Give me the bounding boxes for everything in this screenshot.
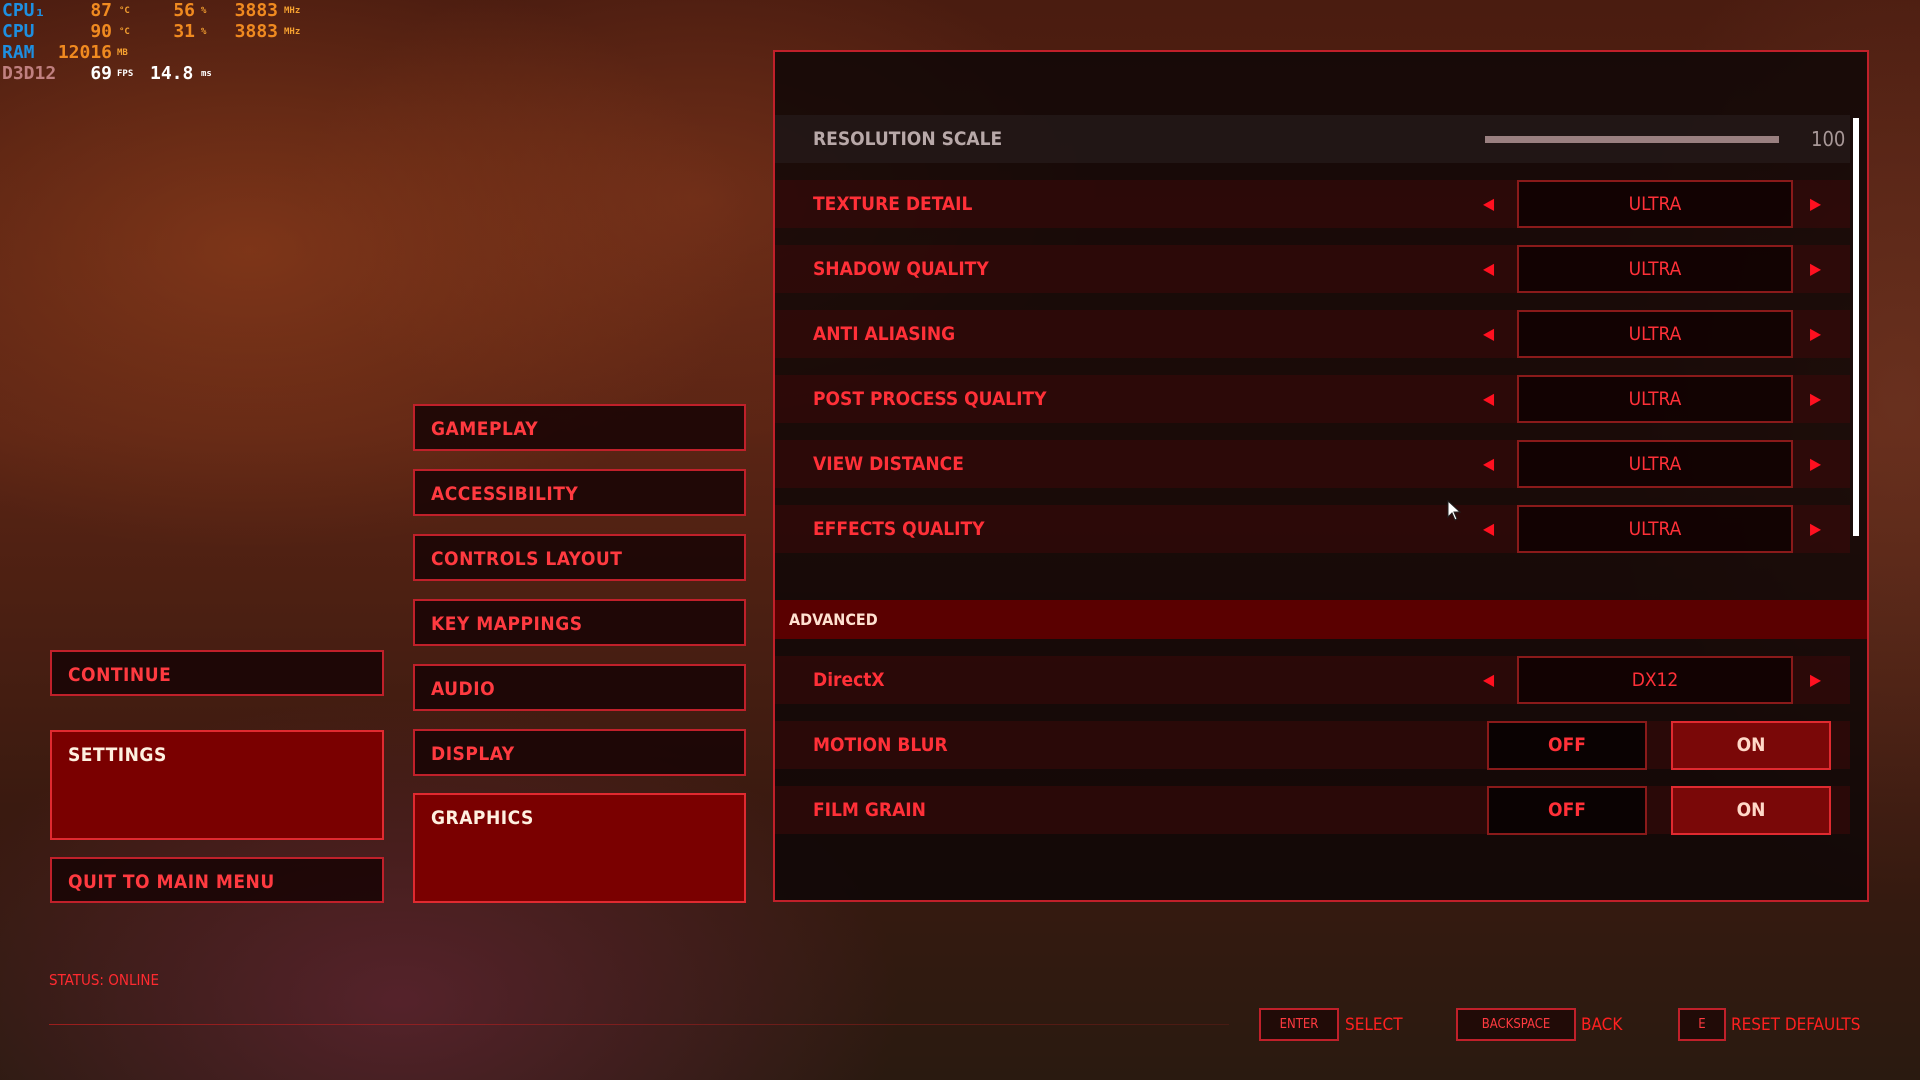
unit: MB <box>117 48 128 58</box>
cpu2-label: CPU <box>2 21 35 42</box>
select-hint[interactable]: SELECT <box>1345 1015 1403 1035</box>
texture-detail-label: TEXTURE DETAIL <box>813 193 973 215</box>
arrow-left-icon[interactable]: ◀ <box>1483 389 1495 408</box>
api-label: D3D12 <box>2 63 57 84</box>
enter-key-button[interactable]: ENTER <box>1259 1008 1339 1041</box>
quit-to-main-menu-button[interactable]: QUIT TO MAIN MENU <box>50 857 384 903</box>
frametime-value: 14.8 <box>150 63 194 84</box>
film-grain-label: FILM GRAIN <box>813 799 926 821</box>
advanced-section-header: ADVANCED <box>775 600 1867 639</box>
anti-aliasing-value[interactable]: ULTRA <box>1517 310 1793 358</box>
post-process-quality-row: POST PROCESS QUALITY ◀ ULTRA ▶ <box>775 375 1850 423</box>
resolution-scale-slider[interactable] <box>1485 136 1779 143</box>
unit: MHz <box>284 6 301 16</box>
view-distance-label: VIEW DISTANCE <box>813 453 964 475</box>
tab-gameplay[interactable]: GAMEPLAY <box>413 404 746 451</box>
view-distance-value[interactable]: ULTRA <box>1517 440 1793 488</box>
e-key-button[interactable]: E <box>1678 1008 1726 1041</box>
arrow-left-icon[interactable]: ◀ <box>1483 259 1495 278</box>
arrow-right-icon[interactable]: ▶ <box>1810 324 1822 343</box>
tab-accessibility[interactable]: ACCESSIBILITY <box>413 469 746 516</box>
arrow-right-icon[interactable]: ▶ <box>1810 259 1822 278</box>
arrow-left-icon[interactable]: ◀ <box>1483 194 1495 213</box>
directx-label: DirectX <box>813 669 885 691</box>
fps-value: 69 <box>90 63 112 84</box>
backspace-key-button[interactable]: BACKSPACE <box>1456 1008 1576 1041</box>
arrow-left-icon[interactable]: ◀ <box>1483 454 1495 473</box>
effects-quality-row: EFFECTS QUALITY ◀ ULTRA ▶ <box>775 505 1850 553</box>
film-grain-row: FILM GRAIN OFF ON <box>775 786 1850 835</box>
effects-quality-value[interactable]: ULTRA <box>1517 505 1793 553</box>
film-grain-off-button[interactable]: OFF <box>1487 786 1647 835</box>
cpu2-temp: 90 <box>90 21 112 42</box>
unit: ms <box>201 69 212 79</box>
resolution-scale-label: RESOLUTION SCALE <box>813 128 1003 150</box>
settings-button[interactable]: SETTINGS <box>50 730 384 840</box>
motion-blur-label: MOTION BLUR <box>813 734 948 756</box>
cpu2-clock: 3883 <box>234 21 278 42</box>
film-grain-on-button[interactable]: ON <box>1671 786 1831 835</box>
post-process-quality-label: POST PROCESS QUALITY <box>813 388 1047 410</box>
ram-label: RAM <box>2 42 35 63</box>
view-distance-row: VIEW DISTANCE ◀ ULTRA ▶ <box>775 440 1850 488</box>
directx-row: DirectX ◀ DX12 ▶ <box>775 656 1850 704</box>
tab-key-mappings[interactable]: KEY MAPPINGS <box>413 599 746 646</box>
texture-detail-row: TEXTURE DETAIL ◀ ULTRA ▶ <box>775 180 1850 228</box>
arrow-left-icon[interactable]: ◀ <box>1483 670 1495 689</box>
unit: °C <box>119 27 130 37</box>
cpu2-load: 31 <box>173 21 195 42</box>
back-hint[interactable]: BACK <box>1581 1015 1623 1035</box>
post-process-quality-value[interactable]: ULTRA <box>1517 375 1793 423</box>
advanced-header-label: ADVANCED <box>789 610 878 629</box>
graphics-settings-panel: RESOLUTION SCALE 100 TEXTURE DETAIL ◀ UL… <box>773 50 1869 902</box>
anti-aliasing-row: ANTI ALIASING ◀ ULTRA ▶ <box>775 310 1850 358</box>
tab-graphics[interactable]: GRAPHICS <box>413 793 746 903</box>
continue-button[interactable]: CONTINUE <box>50 650 384 696</box>
shadow-quality-value[interactable]: ULTRA <box>1517 245 1793 293</box>
perf-overlay: CPU₁ 87 °C 56 % 3883 MHz CPU 90 °C 31 % … <box>0 2 320 86</box>
tab-controls-layout[interactable]: CONTROLS LAYOUT <box>413 534 746 581</box>
arrow-right-icon[interactable]: ▶ <box>1810 670 1822 689</box>
ram-value: 12016 <box>57 42 112 63</box>
mouse-cursor-icon <box>1447 500 1462 521</box>
unit: FPS <box>117 69 134 79</box>
tab-audio[interactable]: AUDIO <box>413 664 746 711</box>
arrow-right-icon[interactable]: ▶ <box>1810 194 1822 213</box>
cpu1-load: 56 <box>173 0 195 21</box>
cpu2-row: CPU 90 °C 31 % 3883 MHz <box>0 23 320 44</box>
unit: MHz <box>284 27 301 37</box>
unit: % <box>201 6 207 16</box>
cpu1-label: CPU₁ <box>2 0 46 21</box>
shadow-quality-row: SHADOW QUALITY ◀ ULTRA ▶ <box>775 245 1850 293</box>
resolution-scale-value: 100 <box>1811 127 1846 151</box>
motion-blur-off-button[interactable]: OFF <box>1487 721 1647 770</box>
arrow-left-icon[interactable]: ◀ <box>1483 324 1495 343</box>
anti-aliasing-label: ANTI ALIASING <box>813 323 956 345</box>
cpu1-clock: 3883 <box>234 0 278 21</box>
unit: °C <box>119 6 130 16</box>
scrollbar[interactable] <box>1853 118 1859 536</box>
motion-blur-row: MOTION BLUR OFF ON <box>775 721 1850 770</box>
cpu1-temp: 87 <box>90 0 112 21</box>
reset-defaults-hint[interactable]: RESET DEFAULTS <box>1731 1015 1861 1035</box>
motion-blur-on-button[interactable]: ON <box>1671 721 1831 770</box>
tab-display[interactable]: DISPLAY <box>413 729 746 776</box>
effects-quality-label: EFFECTS QUALITY <box>813 518 985 540</box>
shadow-quality-label: SHADOW QUALITY <box>813 258 989 280</box>
unit: % <box>201 27 207 37</box>
footer-divider <box>49 1024 1229 1025</box>
arrow-right-icon[interactable]: ▶ <box>1810 519 1822 538</box>
cpu1-row: CPU₁ 87 °C 56 % 3883 MHz <box>0 2 320 23</box>
status-text: STATUS: ONLINE <box>49 971 160 989</box>
resolution-scale-row[interactable]: RESOLUTION SCALE 100 <box>775 115 1850 163</box>
arrow-right-icon[interactable]: ▶ <box>1810 389 1822 408</box>
slider-fill <box>1485 136 1779 143</box>
ram-row: RAM 12016 MB <box>0 44 320 65</box>
arrow-left-icon[interactable]: ◀ <box>1483 519 1495 538</box>
arrow-right-icon[interactable]: ▶ <box>1810 454 1822 473</box>
directx-value[interactable]: DX12 <box>1517 656 1793 704</box>
texture-detail-value[interactable]: ULTRA <box>1517 180 1793 228</box>
api-row: D3D12 69 FPS 14.8 ms <box>0 65 320 86</box>
